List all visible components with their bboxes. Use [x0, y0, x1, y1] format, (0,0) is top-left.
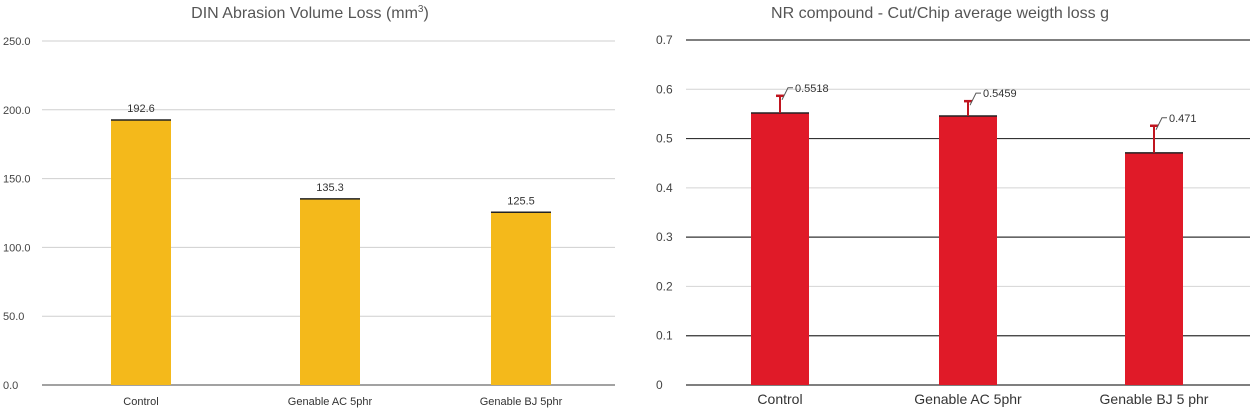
- cut-chip-bars: [751, 112, 1183, 386]
- cut-chip-y-tick-label: 0.5: [656, 132, 673, 146]
- abrasion-y-tick-label: 0.0: [3, 380, 18, 392]
- abrasion-y-tick-labels: 0.0 50.0 100.0 150.0 200.0 250.0: [3, 36, 31, 392]
- cut-chip-category-label: Genable AC 5phr: [914, 391, 1022, 407]
- abrasion-y-tick-label: 100.0: [3, 242, 31, 254]
- abrasion-category-label: Genable BJ 5phr: [480, 396, 563, 408]
- cut-chip-y-tick-label: 0.6: [656, 82, 673, 96]
- cut-chip-category-label: Genable BJ 5 phr: [1100, 391, 1209, 407]
- cut-chip-y-tick-label: 0.2: [656, 279, 673, 293]
- cut-chip-data-label: 0.471: [1169, 113, 1197, 125]
- abrasion-chart-title: DIN Abrasion Volume Loss (mm3): [191, 4, 429, 22]
- cut-chip-y-tick-labels: 0 0.1 0.2 0.3 0.4 0.5 0.6 0.7: [656, 33, 673, 392]
- abrasion-y-tick-label: 50.0: [3, 311, 24, 323]
- abrasion-chart-title-superscript: 3: [418, 4, 424, 15]
- cut-chip-y-tick-label: 0: [656, 378, 663, 392]
- abrasion-data-label: 125.5: [507, 195, 535, 207]
- cut-chip-label-leader: [969, 92, 981, 106]
- abrasion-chart-title-suffix: ): [423, 5, 428, 22]
- abrasion-category-label: Control: [123, 396, 158, 408]
- cut-chip-data-label: 0.5518: [795, 83, 829, 95]
- abrasion-y-tick-label: 150.0: [3, 174, 31, 186]
- abrasion-bar: [111, 119, 171, 386]
- cut-chip-category-label: Control: [757, 391, 802, 407]
- cut-chip-y-tick-label: 0.4: [656, 181, 673, 195]
- abrasion-category-labels: Control Genable AC 5phr Genable BJ 5phr: [123, 396, 562, 408]
- abrasion-data-label: 135.3: [316, 182, 344, 194]
- cut-chip-data-label: 0.5459: [983, 88, 1017, 100]
- cut-chip-bar: [939, 115, 997, 386]
- abrasion-chart-panel: DIN Abrasion Volume Loss (mm3) 0.0 50.0 10…: [0, 0, 620, 409]
- cut-chip-chart: NR compound - Cut/Chip average weigth lo…: [656, 5, 1250, 407]
- abrasion-chart: DIN Abrasion Volume Loss (mm3) 0.0 50.0 10…: [3, 4, 615, 408]
- cut-chip-label-leader: [781, 87, 793, 101]
- abrasion-category-label: Genable AC 5phr: [288, 396, 373, 408]
- cut-chip-chart-title: NR compound - Cut/Chip average weigth lo…: [771, 5, 1109, 22]
- abrasion-data-labels: 192.6 135.3 125.5: [127, 103, 535, 207]
- abrasion-data-label: 192.6: [127, 103, 155, 115]
- abrasion-bars: [111, 119, 551, 386]
- cut-chip-bar: [751, 113, 809, 385]
- cut-chip-y-tick-label: 0.3: [656, 230, 673, 244]
- cut-chip-data-labels: 0.5518 0.5459 0.471: [781, 83, 1197, 130]
- cut-chip-label-leader: [1155, 117, 1167, 130]
- cut-chip-chart-panel: NR compound - Cut/Chip average weigth lo…: [620, 0, 1250, 409]
- abrasion-y-tick-label: 200.0: [3, 105, 31, 117]
- abrasion-bar: [491, 212, 551, 385]
- abrasion-y-tick-label: 250.0: [3, 36, 31, 48]
- cut-chip-bar: [1125, 152, 1183, 385]
- abrasion-bar: [300, 198, 360, 385]
- cut-chip-y-tick-label: 0.7: [656, 33, 673, 47]
- cut-chip-error-bars: [776, 94, 1158, 153]
- cut-chip-y-tick-label: 0.1: [656, 329, 673, 343]
- cut-chip-category-labels: Control Genable AC 5phr Genable BJ 5 phr: [757, 391, 1208, 407]
